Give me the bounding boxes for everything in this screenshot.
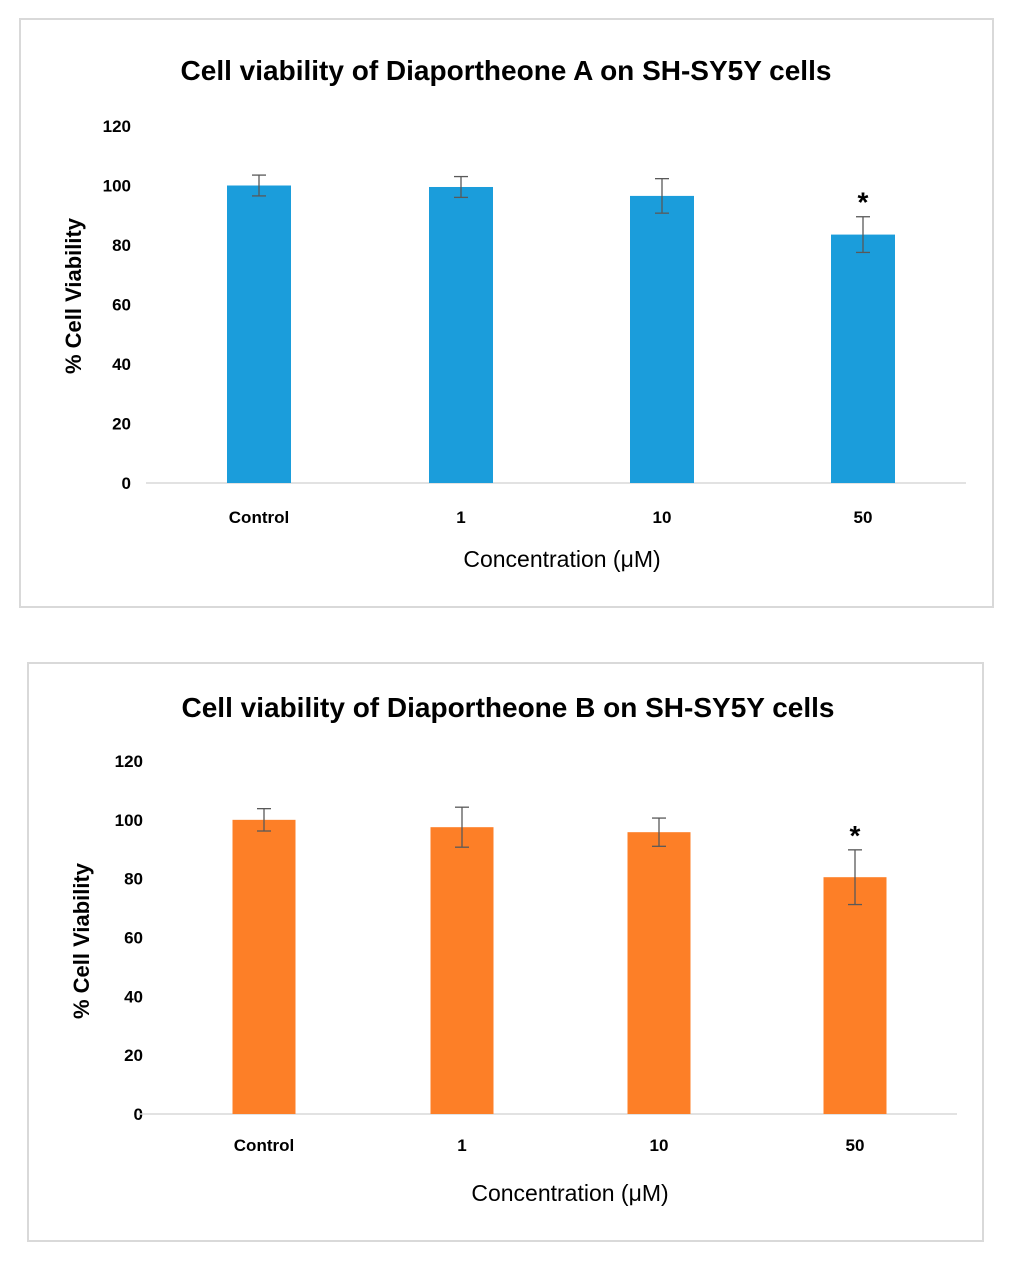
y-tick-label: 80 [124,870,143,889]
y-tick-label: 60 [124,929,143,948]
bar [831,234,895,483]
y-tick-label: 20 [112,415,131,434]
y-tick-label: 20 [124,1046,143,1065]
bar [823,877,887,1114]
y-tick-label: 100 [103,177,131,196]
bar [430,827,494,1114]
significance-marker: * [858,187,869,218]
chart-a-svg: Cell viability of Diaportheone A on SH-S… [61,55,966,572]
y-axis-title: % Cell Viability [69,862,94,1019]
x-axis-title: Concentration (μM) [463,546,660,572]
x-tick-label: 1 [456,508,465,527]
chart-panel-a: Cell viability of Diaportheone A on SH-S… [19,18,994,608]
bar [232,819,296,1114]
y-tick-label: 120 [103,117,131,136]
chart-panel-b: Cell viability of Diaportheone B on SH-S… [27,662,984,1242]
chart-b-svg: Cell viability of Diaportheone B on SH-S… [69,692,957,1206]
bar [429,186,493,484]
y-tick-label: 0 [122,474,131,493]
y-axis-title: % Cell Viability [61,217,86,374]
y-tick-label: 80 [112,236,131,255]
bar [627,832,691,1114]
x-tick-label: 50 [846,1136,865,1155]
y-tick-label: 40 [124,987,143,1006]
x-axis-title: Concentration (μM) [471,1180,668,1206]
x-tick-label: Control [234,1136,294,1155]
x-tick-label: Control [229,508,289,527]
significance-marker: * [850,820,861,851]
y-tick-label: 60 [112,296,131,315]
x-tick-label: 10 [650,1136,669,1155]
y-tick-label: 100 [115,811,143,830]
x-tick-label: 1 [457,1136,466,1155]
bar [227,185,291,483]
y-tick-label: 40 [112,355,131,374]
bar [630,195,694,483]
y-tick-label: 120 [115,752,143,771]
y-tick-label: 0 [134,1105,143,1124]
chart-title: Cell viability of Diaportheone A on SH-S… [181,55,832,86]
chart-title: Cell viability of Diaportheone B on SH-S… [182,692,835,723]
x-tick-label: 50 [854,508,873,527]
x-tick-label: 10 [653,508,672,527]
